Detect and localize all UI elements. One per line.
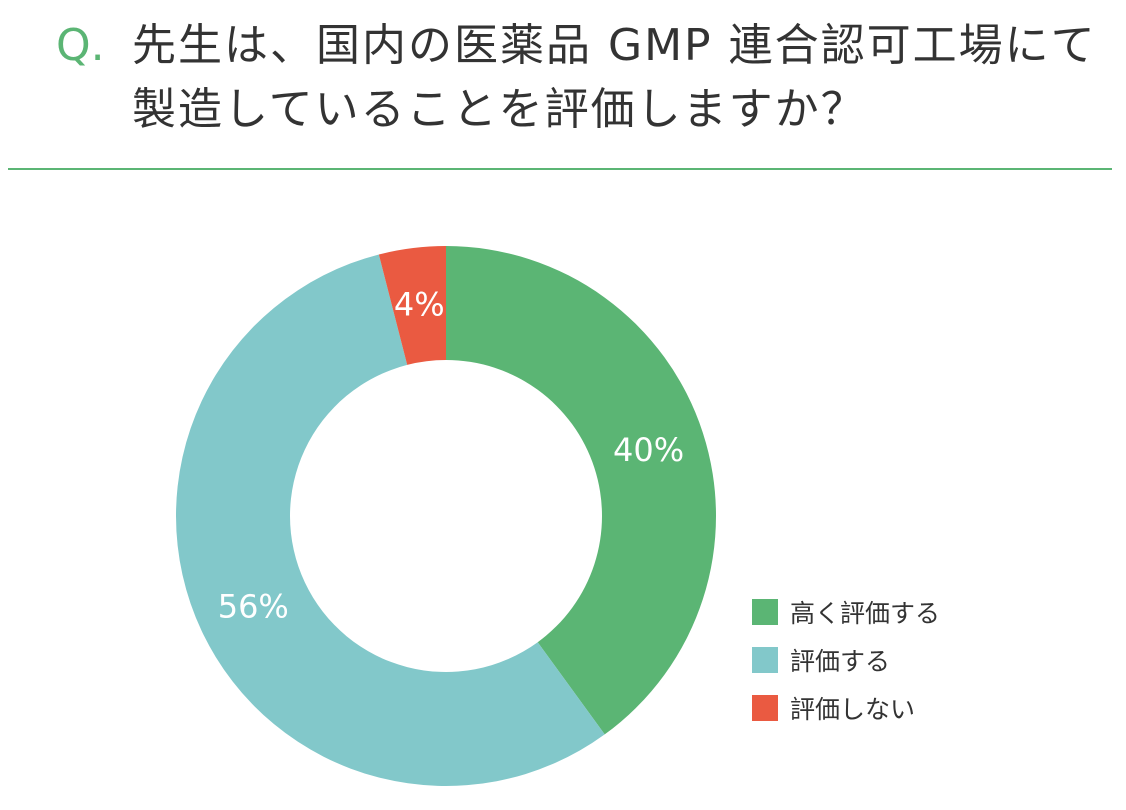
legend-item-high: 高く評価する <box>752 588 940 636</box>
legend-label-positive: 評価する <box>790 647 891 676</box>
slice-label-positive: 56% <box>218 588 289 626</box>
legend-swatch-positive <box>752 647 778 673</box>
slice-label-high: 40% <box>613 431 684 469</box>
chart-legend: 高く評価する 評価する 評価しない <box>752 588 940 732</box>
slice-high <box>446 246 717 735</box>
legend-swatch-negative <box>752 695 778 721</box>
legend-label-negative: 評価しない <box>790 695 916 724</box>
legend-item-positive: 評価する <box>752 636 940 684</box>
question-text-line1: 先生は、国内の医薬品 GMP 連合認可工場にて <box>132 20 1097 71</box>
legend-item-negative: 評価しない <box>752 684 940 732</box>
slice-negative <box>378 246 446 365</box>
question-text-line2: 製造していることを評価しますか？ <box>132 84 867 135</box>
legend-swatch-high <box>752 599 778 625</box>
question-marker: Q. <box>56 20 105 71</box>
slice-positive <box>175 254 605 787</box>
legend-label-high: 高く評価する <box>790 599 941 628</box>
slice-label-negative: 4% <box>394 286 445 324</box>
divider-line <box>8 168 1112 170</box>
